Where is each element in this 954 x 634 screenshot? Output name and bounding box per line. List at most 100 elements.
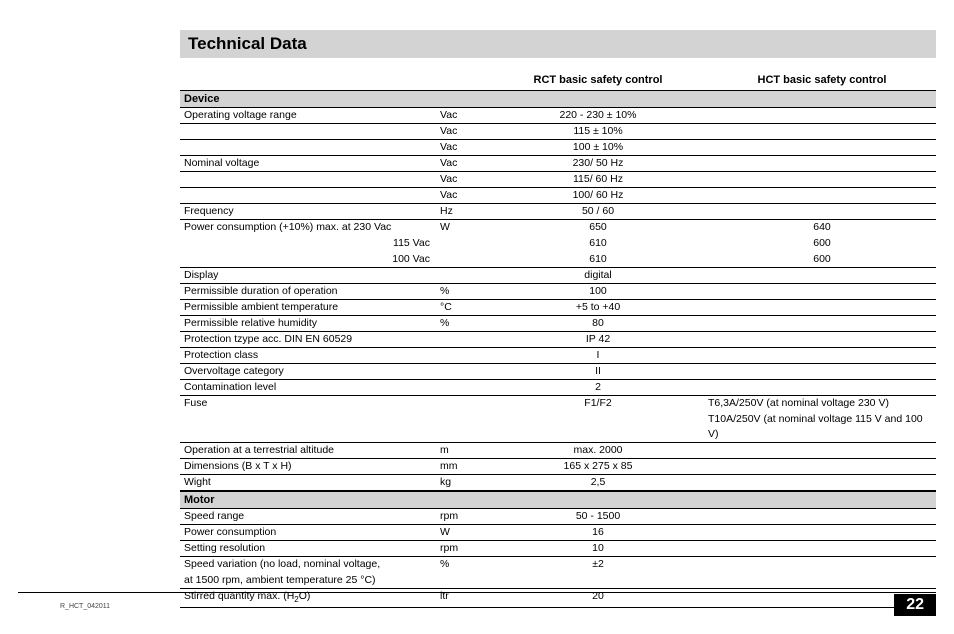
row-unit: Vac (440, 108, 488, 123)
row-label: Speed range (180, 509, 440, 524)
table-row: Wightkg2,5 (180, 475, 936, 491)
page-title: Technical Data (188, 34, 928, 54)
row-rct-value: 50 - 1500 (488, 509, 708, 524)
row-unit: Hz (440, 204, 488, 219)
table-row: Vac115 ± 10% (180, 124, 936, 140)
table-row: Power consumption (+10%) max. at 230 Vac… (180, 220, 936, 236)
row-unit: m (440, 443, 488, 458)
row-label: Wight (180, 475, 440, 490)
row-hct-value: 640 (708, 220, 936, 235)
row-label: at 1500 rpm, ambient temperature 25 °C) (180, 573, 440, 588)
page-content: Technical Data RCT basic safety control … (0, 0, 954, 608)
row-label: Protection tzype acc. DIN EN 60529 (180, 332, 440, 347)
table-row: Permissible duration of operation%100 (180, 284, 936, 300)
row-value: 165 x 275 x 85 (488, 459, 708, 474)
table-row: T10A/250V (at nominal voltage 115 V and … (180, 412, 936, 443)
row-unit: rpm (440, 509, 488, 524)
row-value: +5 to +40 (488, 300, 708, 315)
table-row: Vac115/ 60 Hz (180, 172, 936, 188)
table-row: Power consumptionW16 (180, 525, 936, 541)
row-unit: % (440, 284, 488, 299)
row-value: 220 - 230 ± 10% (488, 108, 708, 123)
row-value: max. 2000 (488, 443, 708, 458)
row-value: 115/ 60 Hz (488, 172, 708, 187)
row-hct-value: 600 (708, 252, 936, 267)
row-rct-value: ±2 (488, 557, 708, 572)
col-header-unit (440, 74, 488, 86)
row-label: Permissible duration of operation (180, 284, 440, 299)
table-row: Overvoltage category II (180, 364, 936, 380)
row-unit: W (440, 220, 488, 235)
table-row: 115 Vac 610600 (180, 236, 936, 252)
row-value: digital (488, 268, 708, 283)
row-unit: W (440, 525, 488, 540)
row-label: Nominal voltage (180, 156, 440, 171)
table-row: at 1500 rpm, ambient temperature 25 °C) (180, 573, 936, 589)
section-motor: Motor (180, 491, 936, 509)
table-row: Permissible ambient temperature°C+5 to +… (180, 300, 936, 316)
row-unit: rpm (440, 541, 488, 556)
row-label: 115 Vac (180, 236, 440, 251)
row-label: Operation at a terrestrial altitude (180, 443, 440, 458)
row-label: Frequency (180, 204, 440, 219)
row-rct-value: F1/F2 (488, 396, 708, 411)
row-label: 100 Vac (180, 252, 440, 267)
row-unit: °C (440, 300, 488, 315)
table-row: Protection tzype acc. DIN EN 60529IP 42 (180, 332, 936, 348)
row-rct-value: 610 (488, 236, 708, 251)
table-row: Dimensions (B x T x H)mm165 x 275 x 85 (180, 459, 936, 475)
footer: 22 (0, 592, 954, 616)
table-row: Speed rangerpm50 - 1500 (180, 509, 936, 525)
row-value: II (488, 364, 708, 379)
row-unit: % (440, 316, 488, 331)
row-label: Overvoltage category (180, 364, 440, 379)
row-unit: kg (440, 475, 488, 490)
row-label: Dimensions (B x T x H) (180, 459, 440, 474)
row-label: Setting resolution (180, 541, 440, 556)
table-row: Speed variation (no load, nominal voltag… (180, 557, 936, 573)
row-unit: Vac (440, 124, 488, 139)
row-unit: Vac (440, 156, 488, 171)
col-header-hct: HCT basic safety control (708, 74, 936, 86)
col-header-rct: RCT basic safety control (488, 74, 708, 86)
row-label: Fuse (180, 396, 440, 411)
row-hct-value: 600 (708, 236, 936, 251)
table-row: Operating voltage rangeVac220 - 230 ± 10… (180, 108, 936, 124)
row-label: Permissible ambient temperature (180, 300, 440, 315)
row-hct-value: T10A/250V (at nominal voltage 115 V and … (708, 412, 936, 442)
row-unit: Vac (440, 140, 488, 155)
device-table: Operating voltage rangeVac220 - 230 ± 10… (180, 108, 936, 491)
row-label: Permissible relative humidity (180, 316, 440, 331)
table-row: Contamination level2 (180, 380, 936, 396)
row-unit: mm (440, 459, 488, 474)
row-rct-value: 10 (488, 541, 708, 556)
row-label: Display (180, 268, 440, 283)
row-label: Speed variation (no load, nominal voltag… (180, 557, 440, 572)
row-value: 100 ± 10% (488, 140, 708, 155)
row-value: 230/ 50 Hz (488, 156, 708, 171)
row-label: Power consumption (+10%) max. at 230 Vac (180, 220, 440, 235)
page-number: 22 (894, 594, 936, 616)
footer-rule (18, 592, 936, 593)
table-row: Operation at a terrestrial altitudemmax.… (180, 443, 936, 459)
title-bar: Technical Data (180, 30, 936, 58)
row-unit: % (440, 557, 488, 572)
row-label: Power consumption (180, 525, 440, 540)
table-row: Vac100 ± 10% (180, 140, 936, 156)
row-value: 50 / 60 (488, 204, 708, 219)
row-value: I (488, 348, 708, 363)
table-row: FrequencyHz50 / 60 (180, 204, 936, 220)
row-hct-value: T6,3A/250V (at nominal voltage 230 V) (708, 396, 936, 411)
row-value: 100/ 60 Hz (488, 188, 708, 203)
table-row: Display digital (180, 268, 936, 284)
row-value: 100 (488, 284, 708, 299)
row-unit: Vac (440, 188, 488, 203)
row-label: Operating voltage range (180, 108, 440, 123)
row-label: Contamination level (180, 380, 440, 395)
table-row: Setting resolutionrpm10 (180, 541, 936, 557)
table-row: Vac100/ 60 Hz (180, 188, 936, 204)
row-label: Protection class (180, 348, 440, 363)
col-header-blank (180, 74, 440, 86)
row-unit: Vac (440, 172, 488, 187)
row-rct-value: 16 (488, 525, 708, 540)
